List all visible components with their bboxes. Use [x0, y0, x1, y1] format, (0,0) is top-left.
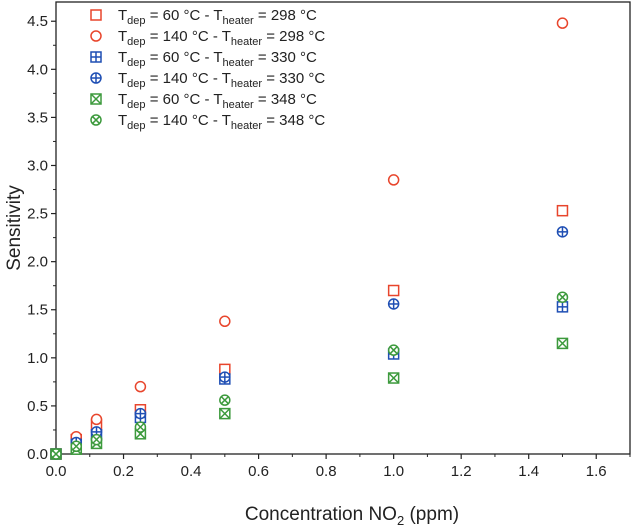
legend-label: Tdep = 60 °C - Theater = 348 °C: [118, 91, 317, 111]
legend-label: Tdep = 140 °C - Theater = 330 °C: [118, 70, 325, 90]
data-point: [134, 380, 147, 393]
data-point: [219, 315, 231, 328]
x-tick-label: 0.4: [181, 463, 202, 480]
y-tick-label: 1.0: [27, 350, 48, 367]
data-point: [134, 421, 147, 433]
x-tick-label: 1.6: [586, 463, 607, 480]
data-point: [219, 394, 231, 406]
legend-marker: [90, 9, 102, 21]
x-tick-label: 0.6: [248, 463, 269, 480]
data-point: [387, 372, 400, 384]
x-tick-label: 0.0: [46, 463, 67, 480]
data-points: [50, 17, 569, 460]
data-point: [70, 440, 83, 453]
y-tick-label: 2.0: [27, 254, 48, 271]
data-point: [556, 17, 569, 29]
x-axis: 0.0 0.2 0.4 0.6 0.8 1.0 1.2 1.4 1.6: [46, 454, 631, 480]
data-point: [556, 301, 569, 313]
data-point: [387, 298, 400, 310]
legend-marker: [90, 114, 102, 126]
legend-label: Tdep = 60 °C - Theater = 330 °C: [118, 49, 317, 69]
x-axis-title: Concentration NO2 (ppm): [245, 504, 459, 527]
x-tick-label: 1.2: [451, 463, 472, 480]
data-point: [219, 407, 231, 420]
y-axis: 0.0 0.5 1.0 1.5 2.0 2.5 3.0 3.5 4.0 4.5: [27, 13, 56, 463]
data-point: [134, 407, 147, 420]
y-axis-title: Sensitivity: [4, 185, 25, 271]
x-tick-label: 0.8: [316, 463, 337, 480]
y-tick-label: 4.5: [27, 13, 48, 30]
data-point: [556, 226, 569, 238]
legend-marker: [90, 72, 102, 84]
y-tick-label: 1.5: [27, 302, 48, 319]
y-tick-label: 0.0: [27, 446, 48, 463]
legend-marker: [90, 51, 102, 63]
legend-label: Tdep = 140 °C - Theater = 348 °C: [118, 112, 325, 132]
legend-label: Tdep = 140 °C - Theater = 298 °C: [118, 28, 325, 48]
x-tick-label: 1.4: [518, 463, 539, 480]
legend-marker: [90, 30, 102, 42]
data-point: [556, 204, 569, 217]
data-point: [90, 413, 103, 426]
y-tick-label: 3.5: [27, 109, 48, 126]
data-point: [90, 433, 103, 446]
data-point: [387, 284, 400, 297]
data-point: [556, 291, 569, 303]
x-tick-label: 0.2: [113, 463, 134, 480]
data-point: [387, 174, 400, 186]
data-point: [387, 344, 400, 356]
legend-label: Tdep = 60 °C - Theater = 298 °C: [118, 7, 317, 27]
plot-frame: [55, 1, 631, 455]
x-tick-label: 1.0: [383, 463, 404, 480]
y-tick-label: 4.0: [27, 61, 48, 78]
y-tick-label: 3.0: [27, 157, 48, 174]
data-point: [219, 371, 231, 383]
data-point: [50, 448, 62, 460]
legend-marker: [90, 93, 102, 105]
y-tick-label: 2.5: [27, 206, 48, 223]
y-tick-label: 0.5: [27, 398, 48, 415]
data-point: [556, 337, 569, 350]
